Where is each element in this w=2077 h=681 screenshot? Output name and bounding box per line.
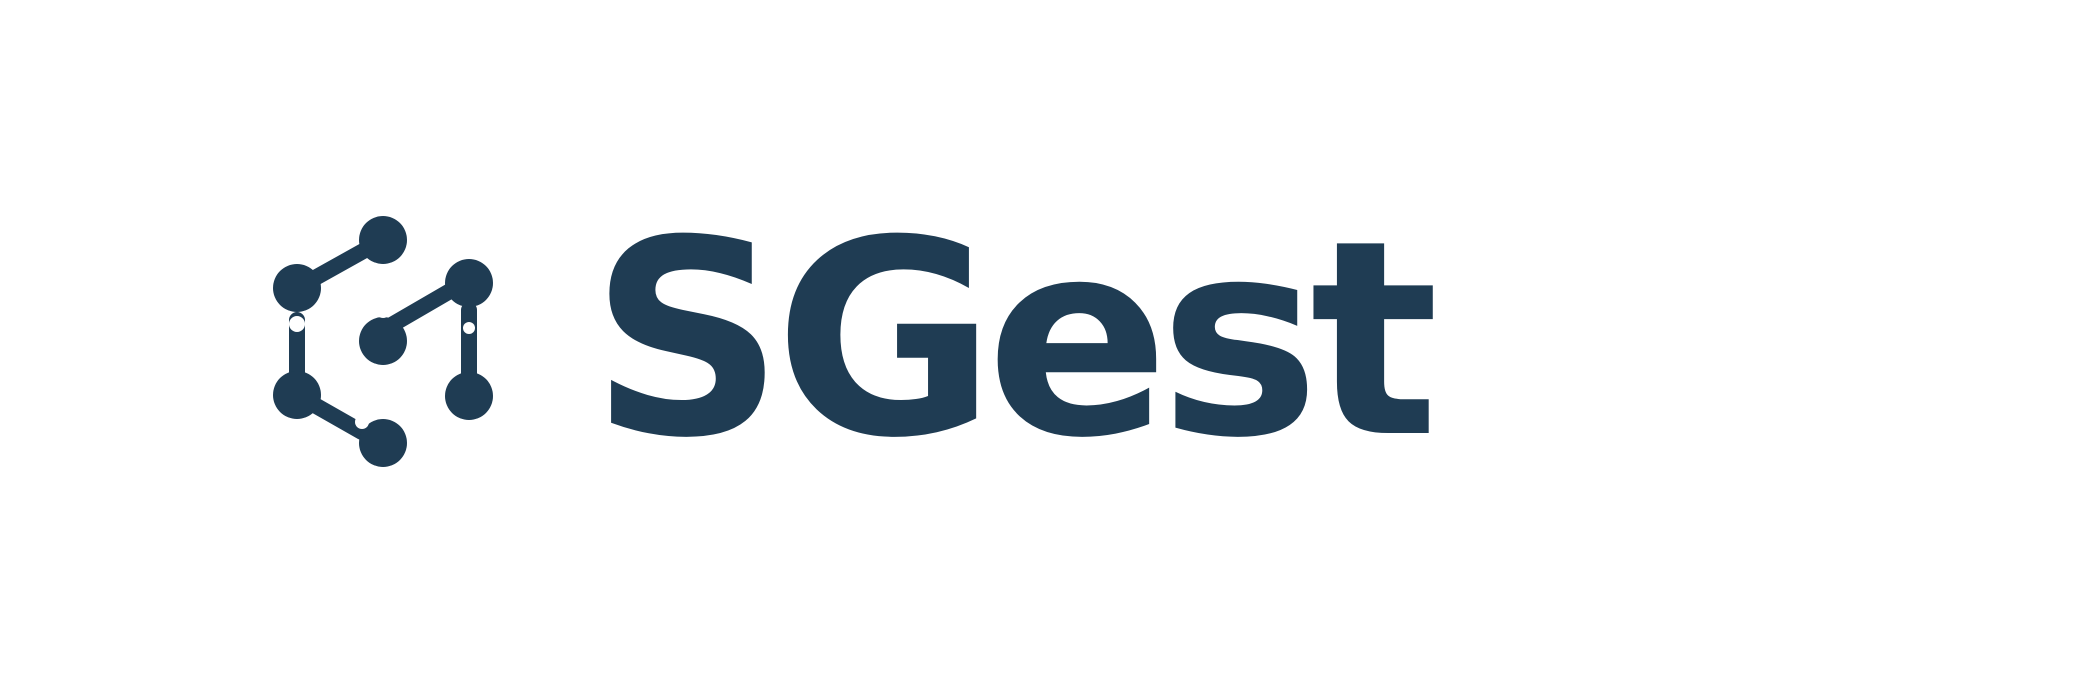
brand-wordmark: SGest [590, 182, 1439, 497]
node-network-icon [273, 216, 493, 467]
